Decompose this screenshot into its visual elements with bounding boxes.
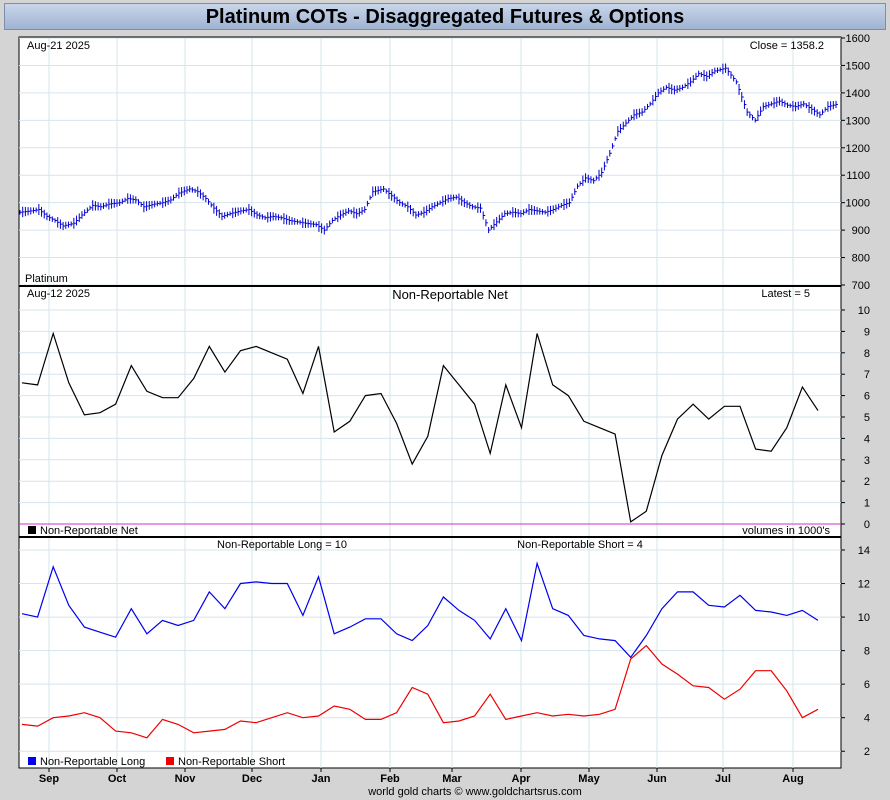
- short-line: [21, 644, 819, 739]
- price-name-label: Platinum: [25, 273, 68, 285]
- short-value-label: Non-Reportable Short = 4: [517, 539, 643, 551]
- y-tick-label: 4: [864, 713, 870, 725]
- long-short-series: [21, 561, 819, 739]
- x-tick-label: Apr: [512, 773, 532, 785]
- net-units-note: volumes in 1000's: [742, 525, 830, 537]
- y-tick-label: 2: [864, 476, 870, 488]
- y-tick-label: 8: [864, 348, 870, 360]
- net-legend-swatch: [28, 526, 36, 534]
- x-tick-label: Jul: [715, 773, 731, 785]
- price-close-label: Close = 1358.2: [750, 40, 824, 52]
- x-tick-label: Oct: [108, 773, 127, 785]
- y-tick-label: 10: [858, 305, 870, 317]
- y-tick-label: 800: [852, 253, 870, 265]
- grid-layer: [19, 37, 841, 768]
- x-tick-label: Aug: [782, 773, 803, 785]
- net-date-label: Aug-12 2025: [27, 288, 90, 300]
- y-tick-label: 8: [864, 646, 870, 658]
- y-tick-label: 1: [864, 498, 870, 510]
- price-date-label: Aug-21 2025: [27, 40, 90, 52]
- y-tick-label: 1300: [846, 115, 870, 127]
- long-legend-swatch: [28, 757, 36, 765]
- chart-title: Platinum COTs - Disaggregated Futures & …: [4, 3, 886, 30]
- y-tick-label: 4: [864, 433, 870, 445]
- x-tick-label: May: [578, 773, 600, 785]
- x-tick-label: Jun: [647, 773, 667, 785]
- y-tick-label: 9: [864, 326, 870, 338]
- y-tick-label: 6: [864, 679, 870, 691]
- y-tick-label: 2: [864, 746, 870, 758]
- y-tick-label: 7: [864, 369, 870, 381]
- net-latest-label: Latest = 5: [761, 288, 810, 300]
- plot-area: [18, 36, 842, 769]
- long-value-label: Non-Reportable Long = 10: [217, 539, 347, 551]
- long-legend-label: Non-Reportable Long: [40, 756, 145, 768]
- x-tick-label: Sep: [39, 773, 59, 785]
- y-tick-label: 0: [864, 519, 870, 531]
- y-tick-label: 1500: [846, 60, 870, 72]
- axis-layer: 7008009001000110012001300140015001600012…: [39, 33, 870, 785]
- x-tick-label: Feb: [380, 773, 400, 785]
- x-tick-label: Nov: [175, 773, 197, 785]
- y-tick-label: 14: [858, 545, 870, 557]
- price-series: [19, 63, 838, 235]
- net-legend-label: Non-Reportable Net: [40, 525, 138, 537]
- net-line: [21, 331, 819, 523]
- net-series: [21, 331, 819, 523]
- y-tick-label: 10: [858, 612, 870, 624]
- y-tick-label: 3: [864, 455, 870, 467]
- x-tick-label: Dec: [242, 773, 262, 785]
- short-legend-label: Non-Reportable Short: [178, 756, 285, 768]
- y-tick-label: 1100: [846, 170, 870, 182]
- y-tick-label: 900: [852, 225, 870, 237]
- footer-credit: world gold charts © www.goldchartsrus.co…: [367, 786, 582, 798]
- y-tick-label: 700: [852, 280, 870, 292]
- y-tick-label: 1600: [846, 33, 870, 45]
- y-tick-label: 6: [864, 391, 870, 403]
- short-legend-swatch: [166, 757, 174, 765]
- x-tick-label: Jan: [312, 773, 331, 785]
- long-line: [21, 561, 819, 659]
- y-tick-label: 5: [864, 412, 870, 424]
- net-panel-title: Non-Reportable Net: [392, 287, 508, 302]
- x-tick-label: Mar: [442, 773, 462, 785]
- y-tick-label: 1200: [846, 143, 870, 155]
- y-tick-label: 12: [858, 579, 870, 591]
- y-tick-label: 1000: [846, 198, 870, 210]
- y-tick-label: 1400: [846, 88, 870, 100]
